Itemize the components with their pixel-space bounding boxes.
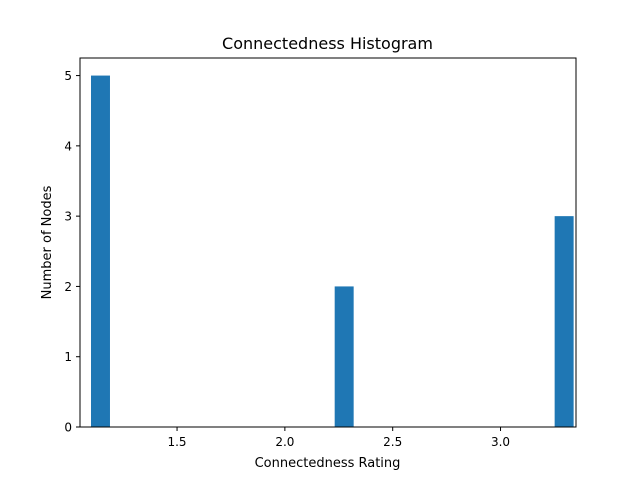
bar-0 <box>90 75 110 428</box>
y-tick-label: 5 <box>64 69 72 83</box>
chart-title: Connectedness Histogram <box>222 34 433 53</box>
bar-1 <box>334 286 354 427</box>
x-tick-label: 1.5 <box>167 435 186 449</box>
y-axis-label: Number of Nodes <box>40 185 55 299</box>
bars-group <box>90 75 574 428</box>
y-tick-label: 4 <box>64 139 72 153</box>
x-tick-label: 2.0 <box>275 435 294 449</box>
x-tick-label: 3.0 <box>491 435 510 449</box>
y-tick-label: 0 <box>64 421 72 435</box>
x-axis-ticks: 1.5 2.0 2.5 3.0 <box>167 427 510 449</box>
y-tick-label: 1 <box>64 350 72 364</box>
plot-frame <box>79 57 577 428</box>
y-axis-ticks: 0 1 2 3 4 5 <box>64 69 80 435</box>
y-tick-label: 3 <box>64 210 72 224</box>
x-axis-label: Connectedness Rating <box>255 456 401 471</box>
bar-2 <box>554 216 574 427</box>
x-tick-label: 2.5 <box>383 435 402 449</box>
y-tick-label: 2 <box>64 280 72 294</box>
